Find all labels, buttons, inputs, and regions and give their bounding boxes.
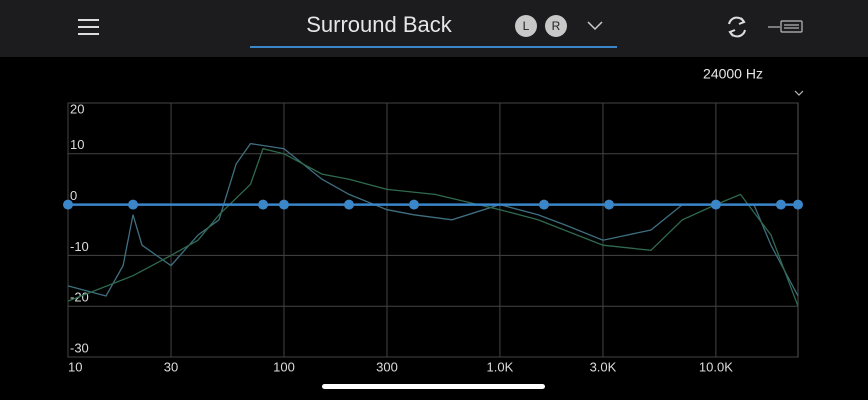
channel-badge[interactable] [515, 15, 537, 37]
y-tick-label: -10 [70, 239, 89, 254]
frequency-label[interactable]: 24000 Hz [703, 66, 763, 82]
response-curve [67, 142, 799, 297]
menu-button[interactable] [78, 19, 99, 35]
y-tick-label: 0 [70, 188, 77, 203]
home-indicator [322, 384, 545, 389]
eq-point[interactable] [604, 199, 615, 210]
refresh-button[interactable] [728, 16, 746, 38]
frequency-chevron[interactable] [794, 90, 804, 96]
x-tick-label: 10.0K [699, 359, 733, 374]
channel-label: R [552, 19, 561, 33]
y-tick-label: 20 [70, 101, 84, 116]
device-button[interactable] [768, 20, 803, 33]
eq-point[interactable] [343, 199, 354, 210]
x-tick-label: 300 [376, 359, 398, 374]
x-tick-label: 3.0K [590, 359, 617, 374]
eq-point[interactable] [793, 199, 803, 210]
page-title[interactable]: Surround Back [306, 12, 453, 37]
eq-point[interactable] [710, 199, 721, 210]
eq-point[interactable] [408, 199, 419, 210]
x-tick-label: 100 [273, 359, 295, 374]
x-tick-label: 1.0K [487, 359, 514, 374]
eq-point[interactable] [775, 199, 786, 210]
dropdown-chevron[interactable] [587, 21, 603, 31]
y-tick-label: -30 [70, 340, 89, 355]
eq-point[interactable] [63, 199, 73, 210]
eq-point[interactable] [258, 199, 269, 210]
eq-point[interactable] [278, 199, 289, 210]
eq-point[interactable] [128, 199, 139, 210]
x-tick-label: 10 [68, 359, 82, 374]
y-tick-label: 10 [70, 137, 84, 152]
eq-point[interactable] [539, 199, 550, 210]
x-tick-label: 30 [164, 359, 178, 374]
channel-label: L [523, 19, 530, 33]
channel-badge[interactable] [545, 15, 567, 37]
response-curve [67, 147, 799, 307]
